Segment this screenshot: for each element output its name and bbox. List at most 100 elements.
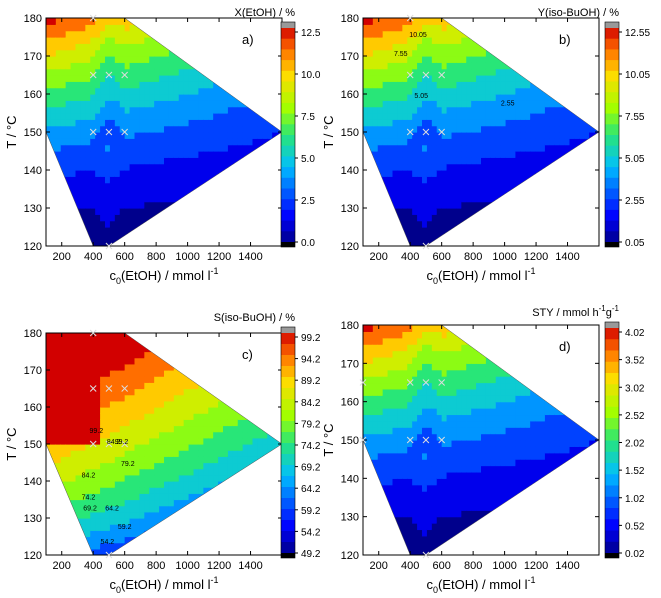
contour-cell [105,357,111,365]
colorbar-tick-label: 2.5 [301,196,315,207]
contour-cell [168,182,175,190]
contour-cell [574,37,580,44]
contour-cell [105,138,111,146]
contour-cell [272,195,278,203]
contour-cell [134,456,141,464]
contour-cell [75,333,82,340]
measurement-point [406,128,414,136]
contour-cell [387,49,394,57]
contour-cell [402,24,408,32]
contour-cell [50,456,57,464]
contour-cell [426,170,433,177]
contour-cell [154,518,160,525]
contour-cell [579,68,585,76]
contour-cell [168,106,175,114]
contour-cell [451,106,458,114]
contour-cell [272,87,278,95]
colorbar-band [281,156,295,168]
contour-cell [124,106,131,114]
contour-cell [193,75,200,82]
contour-cell [134,94,141,101]
contour-cell [119,163,126,171]
contour-cell [446,43,453,51]
contour-cell [105,542,111,550]
contour-cell [164,456,170,464]
contour-cell [535,125,541,133]
contour-cell [461,87,467,95]
contour-cell [559,119,566,127]
contour-cell [218,419,224,427]
contour-cell [426,195,433,203]
contour-cell [85,163,91,171]
contour-cell [397,208,403,215]
contour-cell [129,201,136,209]
contour-cell [154,450,160,457]
contour-cell [95,49,101,57]
contour-cell [510,138,517,146]
contour-cell [60,208,67,215]
contour-cell [50,94,57,101]
contour-cell [387,18,394,25]
contour-cell [223,450,229,457]
contour-cell [223,30,229,38]
contour-cell [85,100,91,108]
contour-cell [159,419,165,427]
contour-cell [100,542,106,550]
contour-cell [50,413,57,420]
contour-cell [208,18,214,25]
contour-cell [377,87,384,95]
contour-cell [198,388,204,396]
contour-cell [456,138,462,146]
contour-cell [144,394,150,402]
contour-cell [173,357,180,365]
contour-cell [549,157,556,165]
contour-cell [213,339,219,346]
contour-cell [367,119,374,127]
contour-cell [232,132,239,139]
contour-cell [129,407,136,414]
contour-cell [193,151,200,158]
contour-cell [134,333,141,340]
contour-cell [95,176,101,184]
contour-cell [412,132,418,139]
contour-cell [164,394,170,402]
contour-cell [46,481,52,488]
contour-cell [50,363,57,371]
contour-cell [505,94,512,101]
contour-cell [471,68,477,76]
contour-cell [85,357,91,365]
contour-cell [252,119,259,127]
contour-cell [159,437,165,445]
contour-cell [124,170,131,177]
measurement-point [422,128,430,136]
contour-cell [203,106,209,114]
contour-cell [75,56,82,63]
contour-cell [144,94,150,101]
contour-cell [168,499,175,507]
contour-cell [60,505,67,513]
contour-cell [70,431,77,439]
contour-cell [124,208,131,215]
contour-cell [422,24,428,32]
contour-cell [55,87,62,95]
contour-cell [75,499,82,507]
contour-cell [149,227,155,234]
contour-cell [114,511,121,519]
contour-cell [109,419,116,427]
colorbar-tick-label: 2.55 [625,196,645,207]
contour-cell [387,87,394,95]
contour-cell [372,201,379,209]
contour-cell [456,201,462,209]
contour-cell [173,542,180,550]
contour-cell [525,138,531,146]
contour-cell [168,431,175,439]
contour-cell [50,425,57,433]
contour-cell [114,208,121,215]
contour-cell [466,227,472,234]
contour-cell [422,113,428,120]
contour-cell [554,189,561,196]
contour-cell [188,163,195,171]
contour-cell [525,68,531,76]
contour-cell [451,182,458,190]
contour-cell [500,87,507,95]
